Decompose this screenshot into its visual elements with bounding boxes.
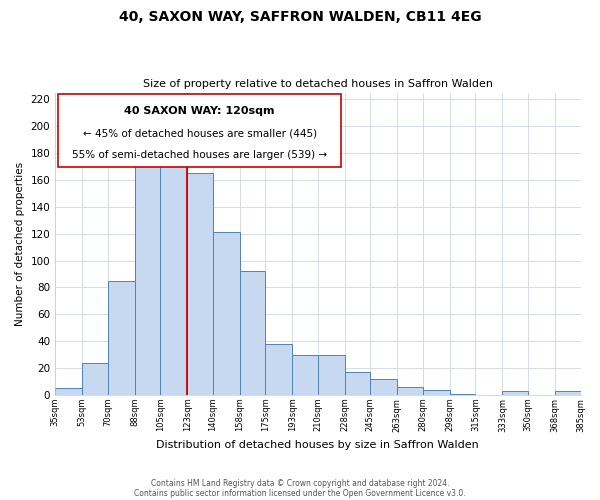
Bar [265,344,292,395]
Bar [135,149,160,395]
Text: Contains HM Land Registry data © Crown copyright and database right 2024.: Contains HM Land Registry data © Crown c… [151,478,449,488]
Bar [187,173,213,395]
Bar [240,272,265,395]
Bar [55,388,82,395]
Bar [82,362,108,395]
Bar [318,354,345,395]
Y-axis label: Number of detached properties: Number of detached properties [15,162,25,326]
Bar [423,390,450,395]
X-axis label: Distribution of detached houses by size in Saffron Walden: Distribution of detached houses by size … [157,440,479,450]
Bar [160,160,187,395]
Title: Size of property relative to detached houses in Saffron Walden: Size of property relative to detached ho… [143,79,493,89]
Bar [502,391,528,395]
Bar [450,394,475,395]
Bar [345,372,370,395]
Bar [108,280,135,395]
Bar [292,354,318,395]
Bar [555,391,581,395]
FancyBboxPatch shape [58,94,341,166]
Text: 40, SAXON WAY, SAFFRON WALDEN, CB11 4EG: 40, SAXON WAY, SAFFRON WALDEN, CB11 4EG [119,10,481,24]
Text: ← 45% of detached houses are smaller (445): ← 45% of detached houses are smaller (44… [83,129,317,139]
Text: Contains public sector information licensed under the Open Government Licence v3: Contains public sector information licen… [134,488,466,498]
Bar [213,232,240,395]
Bar [370,379,397,395]
Text: 40 SAXON WAY: 120sqm: 40 SAXON WAY: 120sqm [124,106,275,116]
Bar [397,387,423,395]
Text: 55% of semi-detached houses are larger (539) →: 55% of semi-detached houses are larger (… [72,150,327,160]
